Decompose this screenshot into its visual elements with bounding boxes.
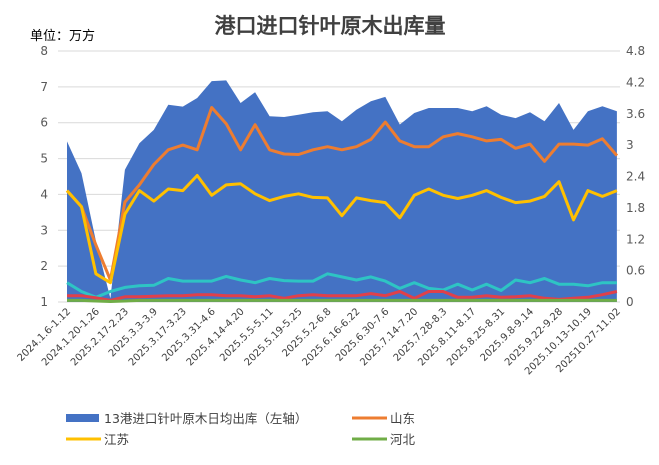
left-tick-label: 8 [40, 44, 48, 58]
right-tick-label: 4.8 [626, 44, 645, 58]
legend-item: 13港进口针叶原木日均出库（左轴） [66, 411, 307, 426]
line-series-山东 [65, 106, 619, 282]
left-tick-label: 1 [40, 295, 48, 309]
right-tick-label: 0 [626, 295, 634, 309]
left-tick-label: 6 [40, 116, 48, 130]
left-tick-label: 2 [40, 259, 48, 273]
line-series-河北 [67, 298, 617, 303]
legend-item: 江苏 [66, 432, 129, 447]
chart-title: 港口进口针叶原木出库量 [215, 13, 446, 38]
unit-label: 单位：万方 [30, 28, 95, 44]
right-tick-label: 0.6 [626, 264, 645, 278]
legend-item: 河北 [352, 432, 416, 447]
right-tick-label: 4.2 [626, 75, 645, 89]
legend-label: 山东 [390, 411, 415, 426]
area-series-0 [67, 80, 617, 303]
line-series-4 [67, 290, 618, 302]
right-tick-label: 1.2 [626, 232, 645, 246]
legend-label: 江苏 [104, 432, 129, 447]
legend-swatch [66, 414, 99, 422]
line-series-3 [66, 272, 617, 299]
x-axis: 2024.1.6-1.122024.1.20-1.262025.2.17-2.2… [16, 306, 623, 377]
left-tick-label: 3 [40, 223, 48, 237]
left-tick-label: 4 [40, 187, 48, 201]
right-tick-label: 3.6 [626, 107, 645, 121]
right-axis: 0 0.6 1.2 1.8 2.4 3 3.6 4.2 4.8 [626, 44, 645, 309]
legend-label: 13港进口针叶原木日均出库（左轴） [104, 411, 307, 426]
left-tick-label: 5 [40, 152, 48, 166]
left-tick-label: 7 [40, 80, 48, 94]
legend-label: 河北 [390, 432, 416, 447]
right-tick-label: 2.4 [626, 170, 645, 184]
right-tick-label: 1.8 [626, 201, 645, 215]
line-series-江苏 [65, 174, 618, 285]
series-layer [65, 80, 619, 303]
legend-item: 山东 [352, 411, 415, 426]
left-axis: 1 2 3 4 5 6 7 8 [40, 44, 48, 309]
right-tick-label: 3 [626, 138, 634, 152]
